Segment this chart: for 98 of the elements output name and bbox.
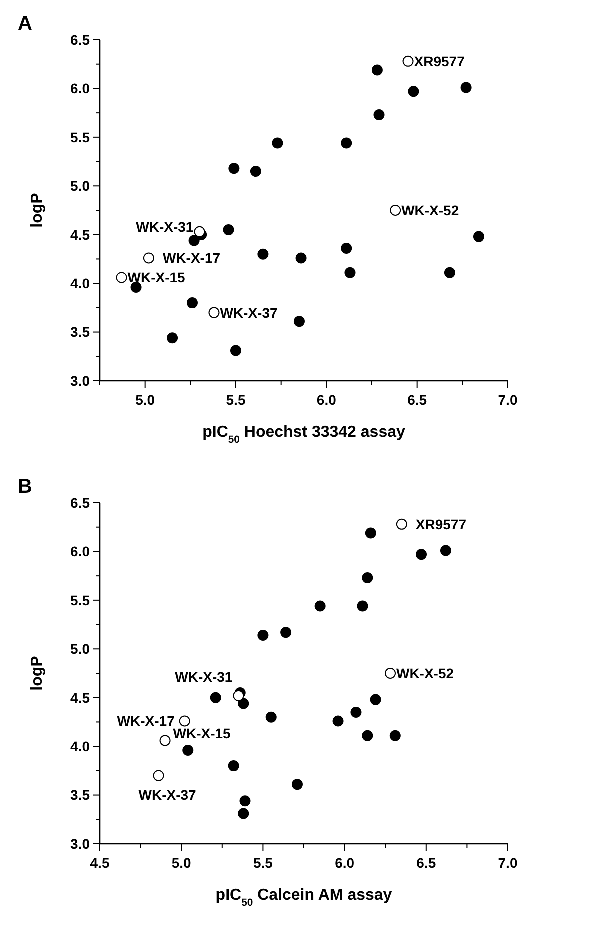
x-tick-label: 5.0 [172, 855, 192, 871]
point [416, 549, 428, 560]
point [179, 716, 190, 727]
x-tick-label: 4.5 [90, 855, 110, 871]
point [292, 779, 303, 790]
point [116, 272, 128, 284]
point [238, 698, 250, 710]
annotation: WK-X-37 [220, 304, 278, 321]
point [250, 166, 262, 178]
point [182, 744, 194, 756]
point [314, 600, 326, 612]
point [357, 600, 368, 612]
annotation: WK-X-31 [175, 668, 233, 685]
point [370, 694, 382, 706]
point [384, 668, 396, 679]
annotation: WK-X-31 [136, 218, 194, 235]
y-axis-title: logP [29, 656, 46, 691]
chart-title: A [18, 13, 32, 35]
point [188, 235, 200, 246]
point [228, 760, 240, 772]
x-axis-title: pIC$_{50}$ Hoechst 33342 assay [202, 424, 406, 446]
x-axis-title: pIC$_{50}$ Calcein AM assay [216, 887, 392, 908]
annotation: WK-X-17 [162, 250, 221, 266]
annotation: XR9577 [414, 53, 466, 70]
point [350, 706, 362, 718]
point [230, 345, 242, 356]
x-tick-label: 6.0 [316, 392, 337, 408]
y-tick-label: 5.0 [70, 178, 90, 194]
point [408, 86, 420, 98]
annotation: WK-X-17 [117, 713, 176, 730]
point [402, 56, 414, 67]
y-tick-label: 6.5 [70, 494, 90, 511]
point [228, 163, 240, 174]
point [362, 572, 374, 584]
point [341, 138, 352, 149]
point [390, 730, 401, 742]
y-axis-title: logP [29, 192, 46, 228]
point [396, 518, 408, 530]
annotation: WK-X-37 [138, 786, 197, 803]
point [362, 730, 374, 742]
y-tick-label: 6.5 [70, 32, 90, 48]
x-tick-label: 5.0 [136, 392, 156, 408]
point [460, 82, 472, 94]
point [167, 332, 178, 344]
point [444, 267, 456, 278]
y-tick-label: 6.0 [70, 80, 90, 97]
x-tick-label: 6.0 [335, 855, 355, 871]
point [440, 545, 452, 556]
point [332, 716, 344, 727]
point [266, 712, 277, 723]
annotation: WK-X-52 [402, 202, 460, 218]
point [365, 528, 376, 539]
y-tick-label: 4.0 [70, 738, 90, 754]
point [294, 316, 305, 328]
point [223, 224, 234, 236]
y-tick-label: 4.5 [70, 226, 90, 243]
y-tick-label: 4.5 [70, 690, 90, 706]
annotation: XR9577 [416, 516, 467, 532]
point [238, 808, 250, 820]
y-tick-label: 3.5 [70, 324, 90, 340]
y-tick-label: 3.5 [70, 787, 90, 804]
point [258, 248, 269, 260]
y-tick-label: 4.0 [70, 275, 90, 292]
point [240, 796, 251, 807]
x-tick-label: 6.5 [416, 855, 436, 871]
point [153, 770, 164, 782]
point [194, 226, 206, 238]
point [143, 252, 154, 264]
y-tick-label: 6.0 [70, 544, 90, 560]
point [473, 231, 484, 242]
point [280, 627, 292, 638]
point [272, 138, 284, 149]
point [374, 110, 385, 121]
x-tick-label: 5.5 [226, 392, 246, 408]
point [186, 298, 198, 309]
point [208, 307, 220, 318]
chart-title: B [18, 476, 32, 498]
point [233, 690, 244, 702]
point [344, 267, 356, 278]
y-tick-label: 3.0 [70, 836, 90, 852]
y-tick-label: 5.5 [70, 592, 90, 608]
x-tick-label: 7.0 [498, 855, 518, 871]
point [390, 205, 402, 216]
x-tick-label: 5.5 [253, 855, 274, 871]
x-tick-label: 7.0 [498, 392, 518, 408]
y-tick-label: 5.5 [70, 129, 90, 146]
point [258, 630, 269, 642]
y-tick-label: 3.0 [70, 372, 90, 389]
annotation: WK-X-15 [173, 726, 232, 742]
x-tick-label: 6.5 [408, 392, 428, 408]
point [296, 252, 307, 264]
point [341, 242, 352, 254]
annotation: WK-X-15 [128, 270, 186, 286]
point [160, 735, 171, 746]
annotation: WK-X-52 [396, 666, 454, 682]
y-tick-label: 5.0 [70, 641, 90, 658]
point [210, 692, 222, 704]
point [372, 64, 383, 76]
